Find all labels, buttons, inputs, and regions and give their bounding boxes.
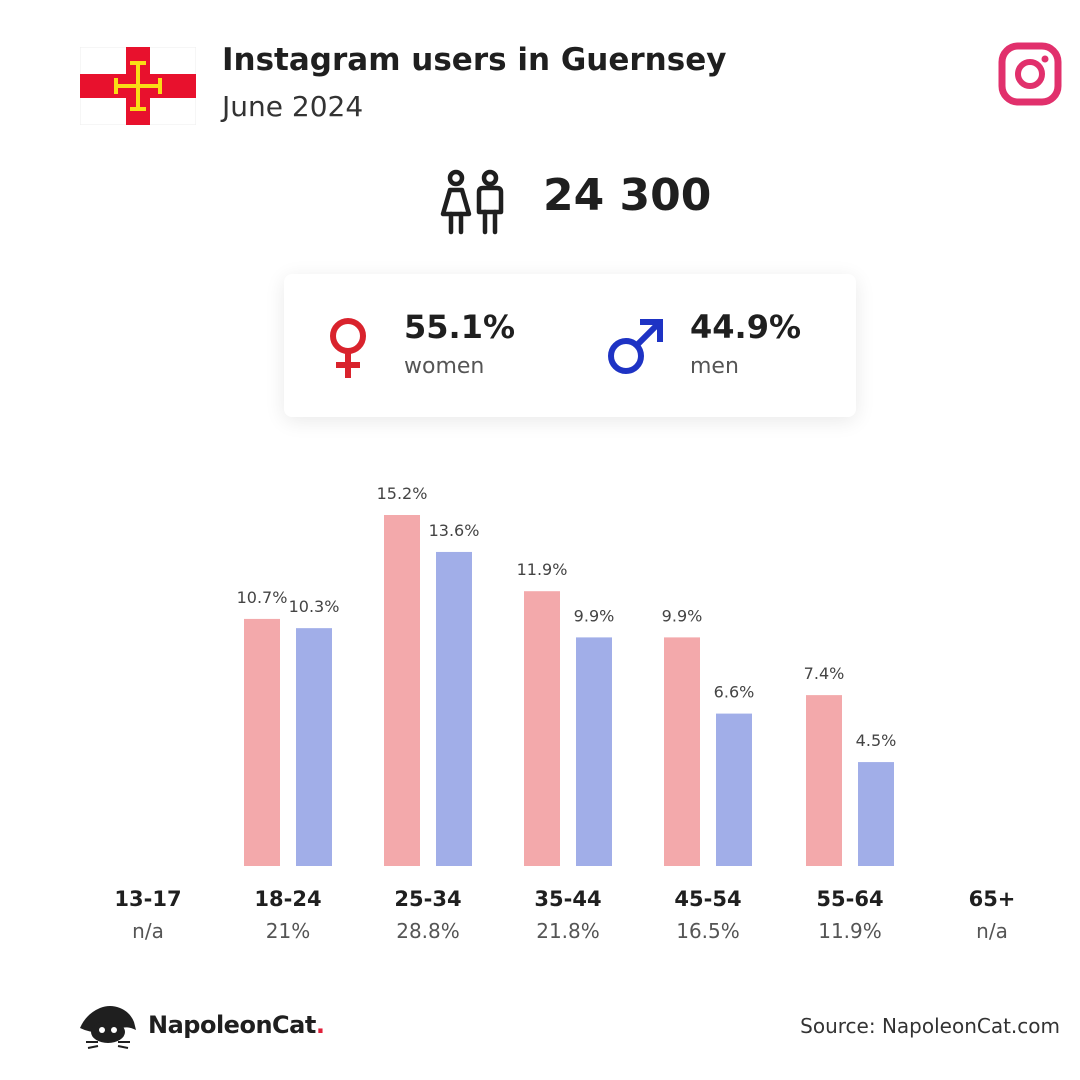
bar-value-label: 7.4%	[804, 664, 845, 683]
female-icon	[330, 318, 366, 378]
users-icon	[440, 169, 504, 235]
bar-value-label: 13.6%	[429, 521, 480, 540]
bar-women	[524, 591, 560, 866]
men-percentage: 44.9%	[690, 308, 802, 346]
guernsey-flag-icon	[80, 47, 196, 125]
age-group-label: 65+	[969, 887, 1016, 911]
age-group-label: 35-44	[534, 887, 601, 911]
bar-women	[244, 618, 280, 866]
men-label: men	[690, 354, 739, 379]
gender-split-card: 55.1% women 44.9% men	[284, 274, 856, 417]
bar-women	[384, 515, 420, 866]
napoleoncat-logo-icon	[80, 1006, 136, 1049]
bar-value-label: 11.9%	[517, 560, 568, 579]
source-credit: Source: NapoleonCat.com	[800, 1014, 1060, 1038]
age-group-label: 25-34	[394, 887, 461, 911]
bar-value-label: 9.9%	[662, 606, 703, 625]
bar-value-label: 9.9%	[574, 606, 615, 625]
bar-value-label: 10.7%	[237, 588, 288, 607]
age-group-label: 55-64	[816, 887, 883, 911]
bar-value-label: 6.6%	[714, 683, 755, 702]
instagram-icon	[998, 42, 1062, 106]
age-group-total: 21.8%	[536, 919, 600, 943]
age-group-total: 28.8%	[396, 919, 460, 943]
age-group-total: n/a	[976, 919, 1008, 943]
bar-men	[296, 628, 332, 866]
brand-name: NapoleonCat.	[148, 1011, 325, 1039]
bar-value-label: 10.3%	[289, 597, 340, 616]
bar-value-label: 15.2%	[377, 484, 428, 503]
age-gender-bar-chart: 13-17 n/a 10.7% 10.3% 18-24 21% 15.2%13.6% 25-3…	[114, 484, 1016, 943]
page-subtitle: June 2024	[222, 90, 364, 123]
bar-men	[576, 637, 612, 866]
male-icon	[608, 319, 663, 374]
age-group-label: 45-54	[674, 887, 741, 911]
women-percentage: 55.1%	[404, 308, 516, 346]
bar-men	[858, 762, 894, 866]
age-group-total: 11.9%	[818, 919, 882, 943]
bar-women	[806, 695, 842, 866]
age-group-total: 16.5%	[676, 919, 740, 943]
total-users-value: 24 300	[543, 170, 712, 221]
age-group-label: 18-24	[254, 887, 321, 911]
women-label: women	[404, 354, 485, 379]
bar-men	[716, 713, 752, 866]
bar-value-label: 4.5%	[856, 731, 897, 750]
age-group-total: n/a	[132, 919, 164, 943]
bar-men	[436, 551, 472, 866]
age-group-label: 13-17	[114, 887, 181, 911]
page-title: Instagram users in Guernsey	[222, 42, 727, 78]
bar-women	[664, 637, 700, 866]
age-group-total: 21%	[266, 919, 310, 943]
